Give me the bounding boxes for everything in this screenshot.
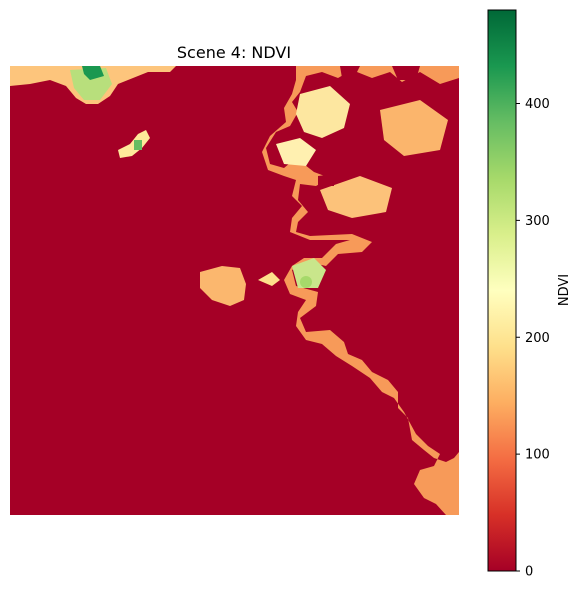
colorbar-ticks: 0 100 200 300 400	[516, 97, 550, 580]
colorbar-tick-label: 100	[525, 448, 550, 463]
inlet-1	[362, 130, 378, 138]
colorbar-tick-label: 400	[525, 97, 550, 112]
colorbar-tick-label: 300	[525, 214, 550, 229]
colorbar-tick-label: 0	[525, 565, 533, 580]
colorbar-label: NDVI	[557, 274, 572, 306]
chart-title: Scene 4: NDVI	[177, 43, 291, 62]
ndvi-heatmap	[10, 66, 459, 515]
north-west-green	[134, 140, 142, 150]
eastern-green-spot	[300, 276, 312, 288]
colorbar-tick-label: 200	[525, 331, 550, 346]
inlet-4	[318, 174, 334, 186]
colorbar: 0 100 200 300 400 NDVI	[488, 10, 572, 580]
colorbar-gradient	[488, 10, 516, 571]
